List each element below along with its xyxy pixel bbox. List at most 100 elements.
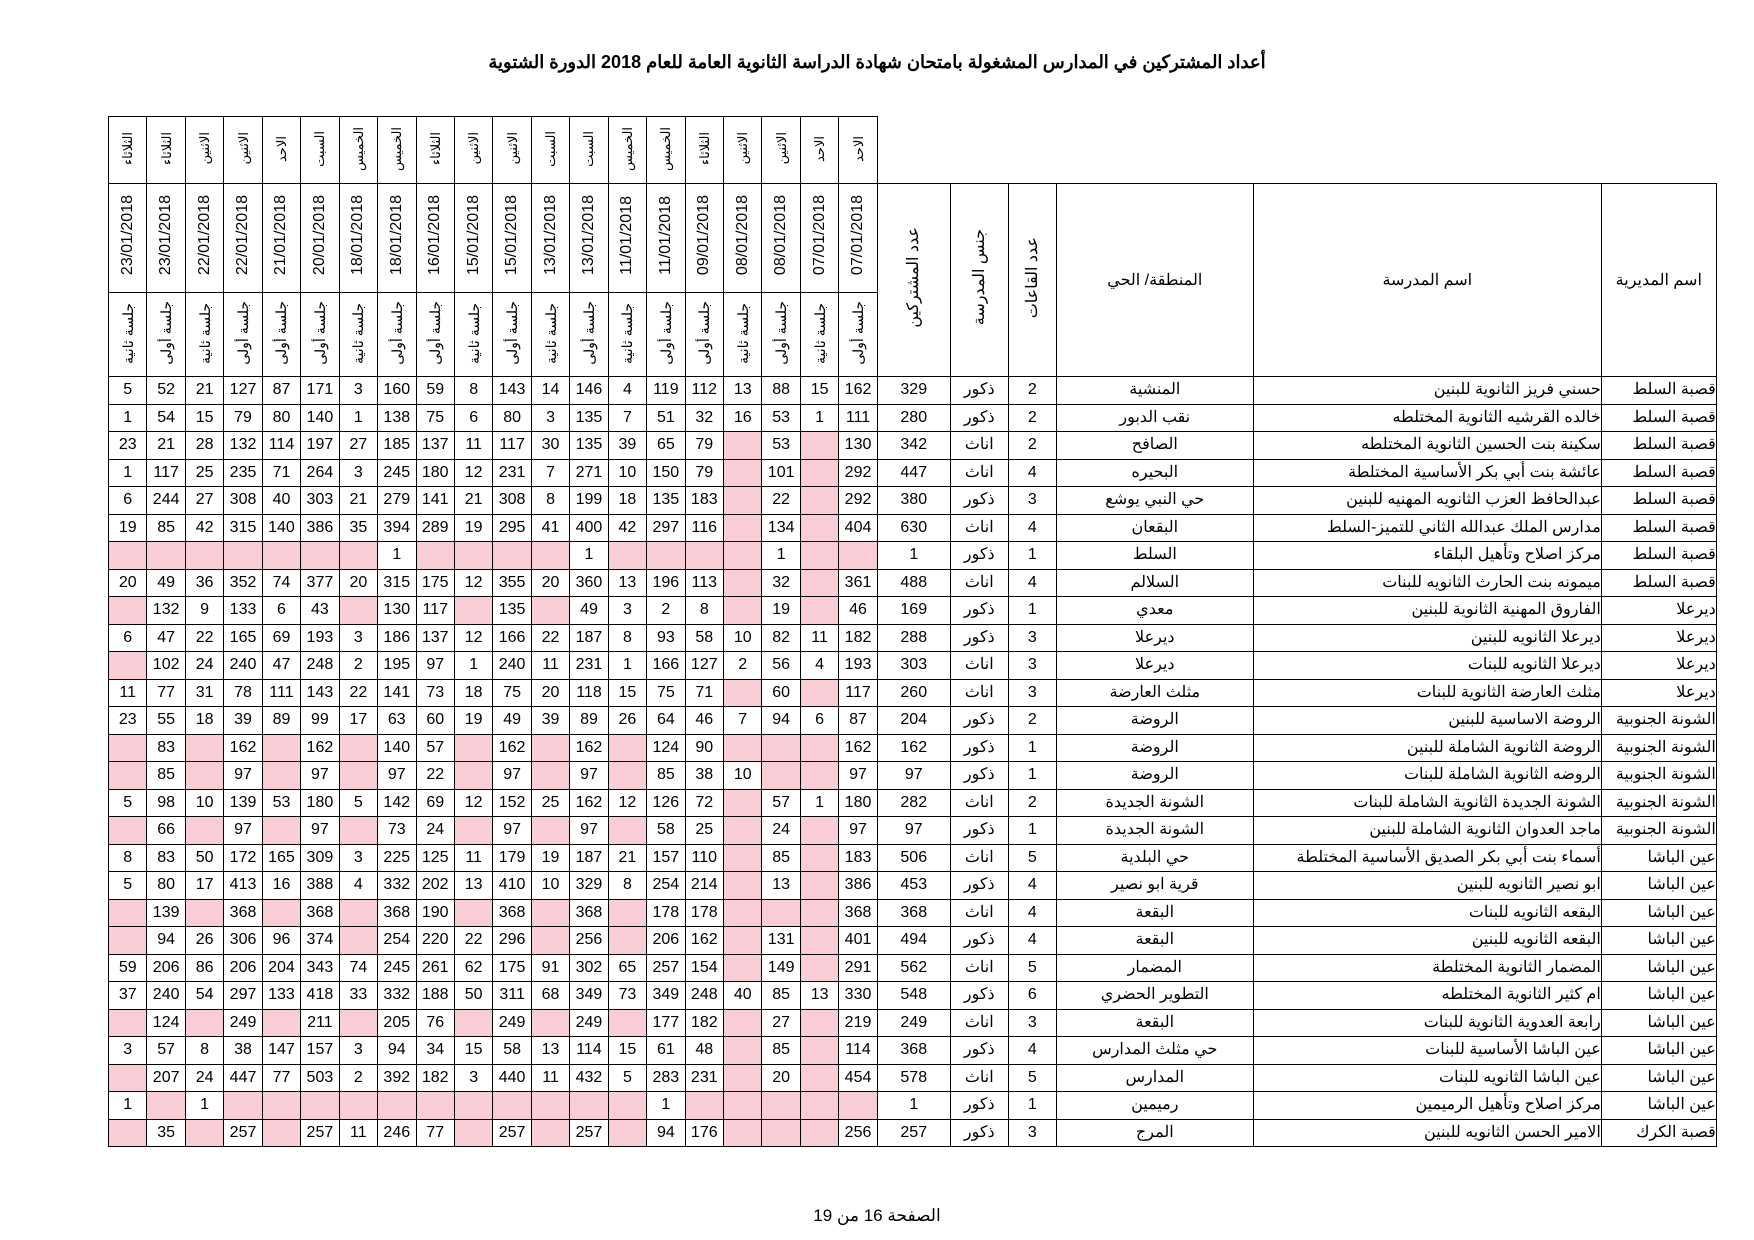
session-count: 193 bbox=[300, 623, 340, 652]
date-header: 22/01/2018 bbox=[223, 183, 263, 293]
session-count: 97 bbox=[223, 761, 263, 790]
gender-cell: اناث bbox=[949, 513, 1009, 542]
area-cell: رميمين bbox=[1055, 1091, 1254, 1120]
empty-cell bbox=[799, 486, 840, 515]
session-count: 48 bbox=[684, 1036, 725, 1065]
session-count: 257 bbox=[646, 953, 686, 982]
session-count: 308 bbox=[492, 486, 532, 515]
session-count: 257 bbox=[300, 1118, 340, 1147]
directorate-cell: عين الباشا bbox=[1600, 953, 1717, 982]
session-count: 96 bbox=[261, 926, 302, 955]
session-count: 71 bbox=[684, 678, 725, 707]
area-cell: قرية ابو نصير bbox=[1055, 871, 1254, 900]
session-count: 77 bbox=[146, 678, 186, 707]
halls-cell: 3 bbox=[1007, 486, 1057, 515]
header-spacer bbox=[877, 117, 1716, 184]
session-count: 133 bbox=[223, 596, 263, 625]
session-count: 97 bbox=[838, 816, 878, 845]
date-header: 16/01/2018 bbox=[415, 183, 455, 293]
session-count: 4 bbox=[799, 651, 840, 680]
gender-cell: اناث bbox=[949, 898, 1009, 927]
session-count: 3 bbox=[607, 596, 648, 625]
area-cell: الروضة bbox=[1055, 706, 1254, 735]
empty-cell bbox=[799, 733, 840, 762]
session-count: 254 bbox=[377, 926, 417, 955]
session-count: 8 bbox=[607, 871, 648, 900]
empty-cell bbox=[684, 1091, 725, 1120]
gender-cell: اناث bbox=[949, 431, 1009, 460]
empty-cell bbox=[838, 541, 878, 570]
session-count: 162 bbox=[838, 733, 878, 762]
session-count: 413 bbox=[223, 871, 263, 900]
session-count: 11 bbox=[530, 651, 571, 680]
school-cell: حسني فريز الثانوية للبنين bbox=[1252, 376, 1602, 405]
directorate-cell: عين الباشا bbox=[1600, 1063, 1717, 1092]
session-count: 261 bbox=[415, 953, 455, 982]
empty-cell bbox=[530, 898, 571, 927]
session-count: 374 bbox=[300, 926, 340, 955]
school-cell: البقعه الثانويه للبنين bbox=[1252, 926, 1602, 955]
gender-cell: اناث bbox=[949, 1063, 1009, 1092]
session-count: 257 bbox=[223, 1118, 263, 1147]
session-header: جلسة أولى bbox=[146, 292, 186, 377]
halls-cell: 1 bbox=[1007, 816, 1057, 845]
session-count: 21 bbox=[607, 843, 648, 872]
participants-cell: 169 bbox=[876, 596, 951, 625]
halls-cell: 4 bbox=[1007, 458, 1057, 487]
directorate-cell: ديرعلا bbox=[1600, 623, 1717, 652]
participants-cell: 249 bbox=[876, 1008, 951, 1037]
school-cell: الروضة الثانوية الشاملة للبنين bbox=[1252, 733, 1602, 762]
session-count: 6 bbox=[107, 623, 148, 652]
empty-cell bbox=[799, 898, 840, 927]
empty-cell bbox=[184, 816, 225, 845]
session-count: 1 bbox=[184, 1091, 225, 1120]
gender-cell: ذكور bbox=[949, 1091, 1009, 1120]
session-count: 125 bbox=[415, 843, 455, 872]
session-count: 182 bbox=[684, 1008, 725, 1037]
session-count: 271 bbox=[569, 458, 609, 487]
session-count: 297 bbox=[223, 981, 263, 1010]
session-count: 1 bbox=[607, 651, 648, 680]
directorate-cell: عين الباشا bbox=[1600, 981, 1717, 1010]
empty-cell bbox=[607, 761, 648, 790]
session-count: 55 bbox=[146, 706, 186, 735]
empty-cell bbox=[646, 541, 686, 570]
halls-cell: 1 bbox=[1007, 1091, 1057, 1120]
session-count: 66 bbox=[146, 816, 186, 845]
day-header: الخميس bbox=[646, 116, 686, 184]
session-count: 54 bbox=[184, 981, 225, 1010]
gender-cell: ذكور bbox=[949, 1036, 1009, 1065]
session-count: 503 bbox=[300, 1063, 340, 1092]
session-count: 69 bbox=[261, 623, 302, 652]
session-count: 79 bbox=[684, 431, 725, 460]
empty-cell bbox=[722, 816, 763, 845]
session-count: 246 bbox=[377, 1118, 417, 1147]
table-row: عين الباشا مركز اصلاح وتأهيل الرميمين رميم… bbox=[107, 1091, 1717, 1120]
halls-cell: 2 bbox=[1007, 431, 1057, 460]
session-count: 116 bbox=[684, 513, 725, 542]
session-count: 5 bbox=[338, 788, 379, 817]
session-count: 18 bbox=[184, 706, 225, 735]
participants-cell: 380 bbox=[876, 486, 951, 515]
session-count: 386 bbox=[838, 871, 878, 900]
table-row: الشونة الجنوبية الشونة الجديدة الثانوية ا… bbox=[107, 788, 1717, 817]
empty-cell bbox=[300, 1091, 340, 1120]
table-row: عين الباشا عين الباشا الأساسية للبنات حي م… bbox=[107, 1036, 1717, 1065]
session-count: 97 bbox=[492, 816, 532, 845]
participants-cell: 288 bbox=[876, 623, 951, 652]
directorate-cell: قصبة السلط bbox=[1600, 431, 1717, 460]
gender-cell: اناث bbox=[949, 1008, 1009, 1037]
header-row-days: الاحد الاحد الاثنين الاثنين الثلاثاء الخميس ال… bbox=[107, 116, 1717, 184]
session-count: 25 bbox=[530, 788, 571, 817]
empty-cell bbox=[799, 953, 840, 982]
session-count: 124 bbox=[646, 733, 686, 762]
participants-cell: 453 bbox=[876, 871, 951, 900]
area-cell: المضمار bbox=[1055, 953, 1254, 982]
session-count: 162 bbox=[838, 376, 878, 405]
session-count: 87 bbox=[261, 376, 302, 405]
session-count: 171 bbox=[300, 376, 340, 405]
session-count: 22 bbox=[453, 926, 494, 955]
empty-cell bbox=[530, 733, 571, 762]
session-count: 195 bbox=[377, 651, 417, 680]
session-count: 3 bbox=[338, 376, 379, 405]
